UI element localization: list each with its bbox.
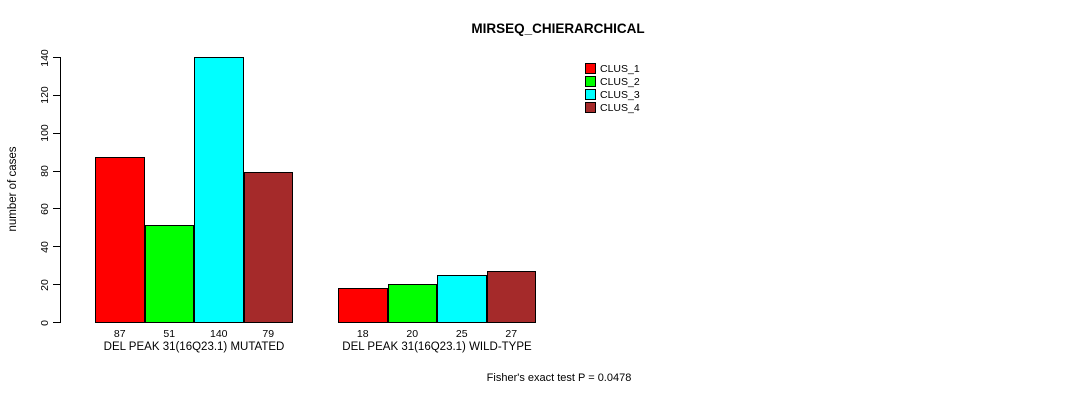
- bar: [194, 57, 244, 323]
- legend-label: CLUS_4: [600, 101, 640, 114]
- y-axis-tick: [53, 322, 60, 323]
- y-axis-tick: [53, 246, 60, 248]
- bar: [437, 274, 487, 323]
- bar: [95, 157, 145, 323]
- legend-label: CLUS_1: [600, 62, 640, 75]
- legend-label: CLUS_2: [600, 75, 640, 88]
- y-axis-tick: [53, 170, 60, 172]
- legend-item: CLUS_3: [585, 88, 640, 101]
- bar: [387, 284, 437, 323]
- legend-swatch: [585, 89, 596, 100]
- y-axis-tick-label: 100: [39, 124, 51, 142]
- bar-value-label: 79: [262, 328, 275, 340]
- y-axis-tick-label: 140: [39, 48, 51, 67]
- y-axis-tick: [53, 132, 60, 134]
- legend-swatch: [585, 63, 596, 74]
- x-group-label: DEL PEAK 31(16Q23.1) WILD-TYPE: [342, 341, 532, 353]
- y-axis-tick: [53, 208, 60, 210]
- y-axis-line: [60, 57, 61, 323]
- bar-value-label: 27: [505, 328, 518, 340]
- bar: [486, 270, 536, 323]
- y-axis-tick-label: 40: [39, 240, 51, 253]
- legend-label: CLUS_3: [600, 88, 640, 101]
- y-axis-tick: [53, 284, 60, 286]
- legend-item: CLUS_1: [585, 62, 640, 75]
- y-axis-label: number of cases: [7, 146, 19, 232]
- bar-value-label: 25: [455, 328, 468, 340]
- bar: [144, 225, 194, 323]
- chart-title: MIRSEQ_CHIERARCHICAL: [471, 21, 645, 36]
- y-axis-tick: [53, 57, 60, 58]
- legend: CLUS_1 CLUS_2 CLUS_3 CLUS_4: [585, 62, 640, 114]
- legend-swatch: [585, 76, 596, 87]
- legend-item: CLUS_4: [585, 101, 640, 114]
- bar-value-label: 51: [163, 328, 176, 340]
- bar-value-label: 20: [406, 328, 419, 340]
- y-axis-tick: [53, 94, 60, 96]
- bar-value-label: 18: [356, 328, 369, 340]
- bar: [243, 172, 293, 323]
- y-axis-tick-label: 0: [39, 319, 51, 326]
- y-axis-tick-label: 20: [39, 278, 51, 291]
- fisher-test-annotation: Fisher's exact test P = 0.0478: [486, 372, 632, 384]
- y-axis-tick-label: 120: [39, 86, 51, 105]
- y-axis-tick-label: 80: [39, 165, 51, 177]
- y-axis-tick-label: 60: [39, 203, 51, 215]
- bar: [338, 287, 388, 323]
- legend-item: CLUS_2: [585, 75, 640, 88]
- legend-swatch: [585, 102, 596, 113]
- bar-value-label: 87: [113, 328, 126, 340]
- bar-value-label: 140: [209, 328, 228, 340]
- x-group-label: DEL PEAK 31(16Q23.1) MUTATED: [103, 341, 285, 353]
